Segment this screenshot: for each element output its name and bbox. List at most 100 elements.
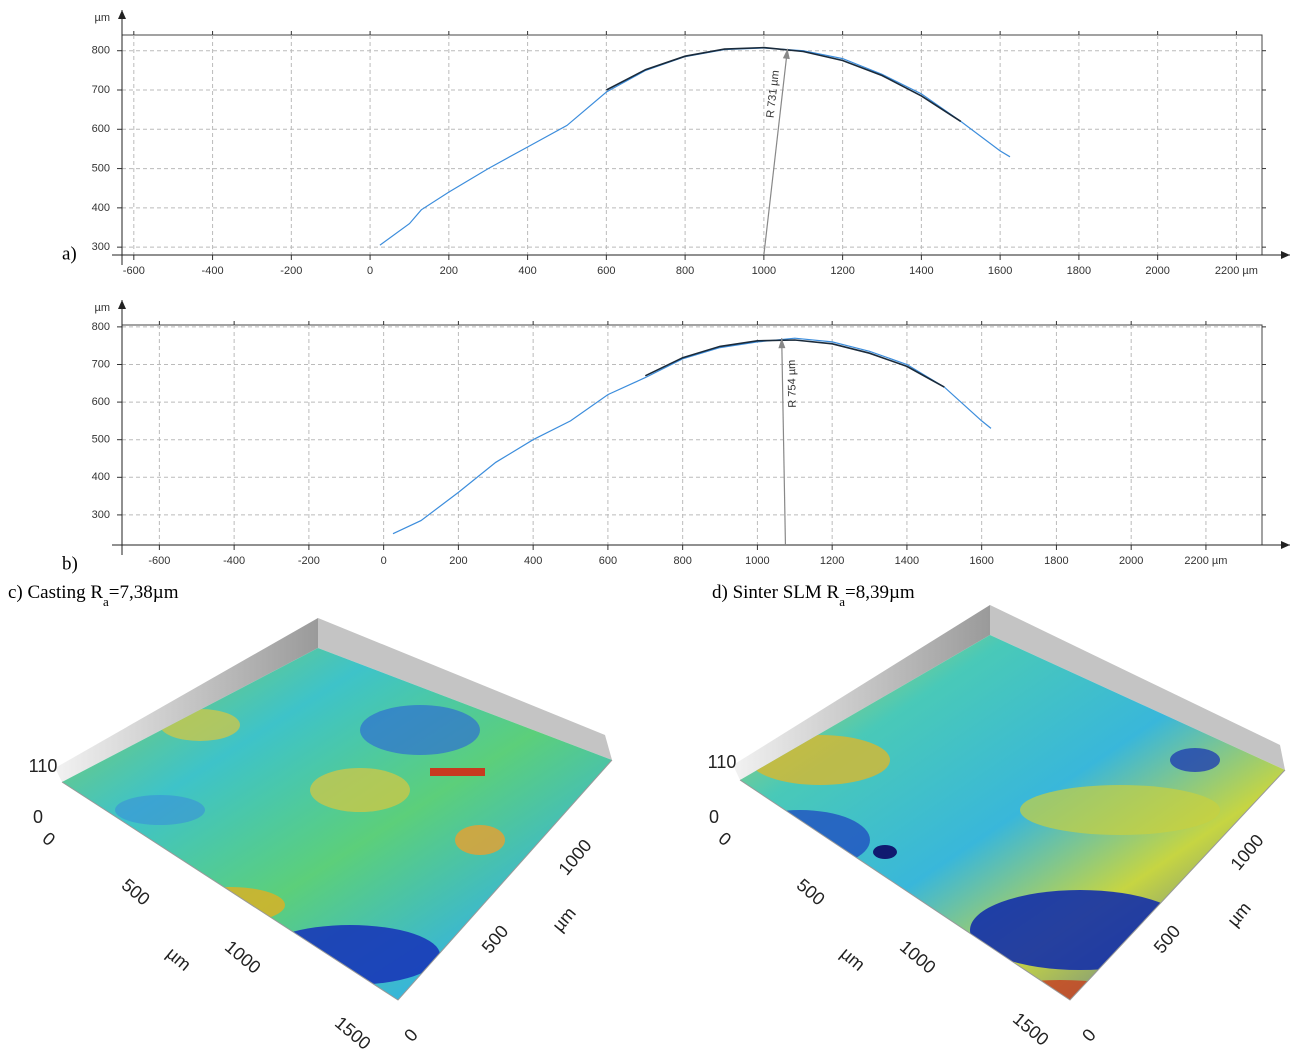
surface-axis-label: 500 bbox=[793, 875, 829, 910]
surface-axis-label: µm bbox=[548, 903, 580, 935]
blob bbox=[115, 795, 205, 825]
caption-part: a bbox=[839, 594, 845, 609]
surface-axis-label: 1000 bbox=[555, 835, 596, 879]
x-tick-label: 800 bbox=[673, 555, 691, 567]
y-tick-label: 600 bbox=[92, 396, 110, 408]
y-tick-label: 300 bbox=[92, 241, 110, 253]
x-tick-label: 1600 bbox=[988, 265, 1012, 277]
caption-part: a bbox=[103, 594, 109, 609]
x-tick-label: 1000 bbox=[752, 265, 776, 277]
wall bbox=[733, 605, 990, 780]
blob bbox=[873, 845, 897, 859]
x-tick-label: -200 bbox=[298, 555, 320, 567]
surface-axis-label: 1000 bbox=[221, 937, 265, 978]
blob bbox=[1170, 748, 1220, 772]
x-tick-label: 400 bbox=[524, 555, 542, 567]
blob bbox=[1000, 980, 1120, 1000]
blob bbox=[970, 890, 1190, 970]
x-tick-label: 1200 bbox=[820, 555, 844, 567]
edge bbox=[739, 769, 1286, 1001]
caption-part: d) Sinter SLM R bbox=[712, 582, 840, 603]
blob bbox=[310, 768, 410, 812]
y-tick-label: 800 bbox=[92, 321, 110, 333]
blob bbox=[455, 825, 505, 855]
blob bbox=[740, 810, 870, 870]
series-line bbox=[644, 339, 945, 388]
panel-label: a) bbox=[62, 243, 77, 264]
radius-arrow-head bbox=[782, 48, 790, 60]
y-tick-label: 600 bbox=[92, 123, 110, 135]
wall bbox=[990, 605, 1285, 770]
radius-arrow-head bbox=[778, 338, 786, 349]
x-tick-label: 1000 bbox=[745, 555, 769, 567]
surface-axis-label: 500 bbox=[118, 875, 154, 910]
x-tick-label: 800 bbox=[676, 265, 694, 277]
radius-label: R 731 µm bbox=[765, 70, 782, 119]
y-tick-label: 700 bbox=[92, 358, 110, 370]
x-tick-label: 2000 bbox=[1145, 265, 1169, 277]
plot-area bbox=[121, 324, 1263, 546]
x-tick-label: 0 bbox=[367, 265, 373, 277]
surface-axis-label: 110 bbox=[29, 756, 58, 776]
panel-label: b) bbox=[62, 553, 78, 574]
surface-axis-label: µm bbox=[837, 943, 869, 975]
wall bbox=[55, 618, 318, 782]
x-tick-label: 400 bbox=[518, 265, 536, 277]
x-tick-label: 200 bbox=[440, 265, 458, 277]
y-axis-arrow bbox=[118, 300, 126, 309]
y-tick-label: 400 bbox=[92, 202, 110, 214]
y-tick-label: 500 bbox=[92, 434, 110, 446]
surface-axis-label: 0 bbox=[400, 1025, 422, 1046]
x-tick-label: 1400 bbox=[909, 265, 933, 277]
x-tick-label: 1400 bbox=[895, 555, 919, 567]
x-axis-arrow bbox=[1281, 251, 1290, 259]
caption-part: =7,38µm bbox=[109, 582, 179, 603]
y-tick-label: 500 bbox=[92, 162, 110, 174]
x-tick-label: 1800 bbox=[1044, 555, 1068, 567]
radius-label: R 754 µm bbox=[786, 360, 799, 408]
blob bbox=[260, 925, 440, 985]
x-tick-label: 200 bbox=[449, 555, 467, 567]
line-chart: -600 -400 -200 0 200 400 600 800 1000 1200 1400 160… bbox=[62, 300, 1290, 574]
series-line bbox=[606, 46, 962, 123]
surface-axis-label: 1500 bbox=[331, 1013, 375, 1051]
x-tick-label: 600 bbox=[599, 555, 617, 567]
y-axis-label: µm bbox=[94, 12, 110, 24]
surface-axis-label: 1000 bbox=[1227, 830, 1268, 874]
y-tick-label: 700 bbox=[92, 84, 110, 96]
surface-axis-label: 0 bbox=[39, 828, 60, 850]
radius-arrow bbox=[763, 48, 789, 256]
x-tick-label: 600 bbox=[597, 265, 615, 277]
panel-caption: d) Sinter SLM Ra=8,39µm bbox=[712, 582, 915, 609]
blob bbox=[360, 705, 480, 755]
surface-axis-label: 0 bbox=[709, 807, 719, 827]
surface-axis-label: 1000 bbox=[896, 937, 940, 978]
surface-axis-label: µm bbox=[1223, 898, 1255, 930]
y-tick-label: 300 bbox=[92, 509, 110, 521]
y-tick-label: 400 bbox=[92, 471, 110, 483]
panel-caption: c) Casting Ra=7,38µm bbox=[8, 582, 179, 609]
x-tick-label: 1600 bbox=[969, 555, 993, 567]
blob bbox=[1020, 785, 1220, 835]
surface-axis-label: 0 bbox=[715, 828, 736, 850]
x-tick-label: 1800 bbox=[1067, 265, 1091, 277]
x-tick-label: 2200 µm bbox=[1215, 265, 1258, 277]
x-tick-label: -400 bbox=[223, 555, 245, 567]
x-tick-label: -200 bbox=[280, 265, 302, 277]
line-chart: -600 -400 -200 0 200 400 600 800 1000 1200 1400 160… bbox=[62, 10, 1290, 277]
surface-axis-label: 1500 bbox=[1009, 1009, 1053, 1050]
surface-d bbox=[733, 605, 1286, 1001]
x-tick-label: 0 bbox=[381, 555, 387, 567]
surface-axis-label: 110 bbox=[708, 752, 737, 772]
plot-area bbox=[121, 34, 1263, 256]
edge bbox=[61, 759, 613, 1001]
surface-axis-label: 500 bbox=[478, 921, 513, 957]
x-tick-label: -600 bbox=[148, 555, 170, 567]
surface-axis-label: 500 bbox=[1150, 921, 1185, 957]
series-line bbox=[392, 337, 992, 535]
x-axis-arrow bbox=[1281, 541, 1290, 549]
x-tick-label: -400 bbox=[202, 265, 224, 277]
caption-part: c) Casting R bbox=[8, 582, 103, 603]
surface-axis-label: µm bbox=[163, 943, 195, 975]
